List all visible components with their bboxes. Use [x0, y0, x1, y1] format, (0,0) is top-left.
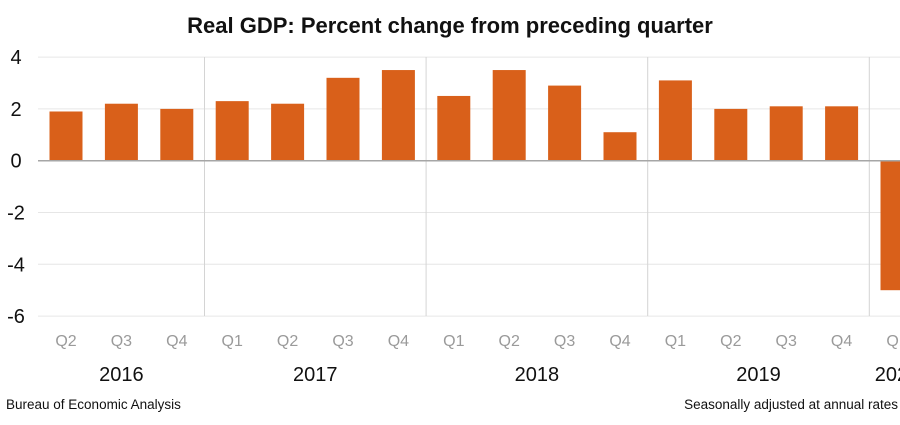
bar	[603, 132, 637, 161]
bar	[492, 70, 526, 161]
y-tick-label: -2	[7, 203, 25, 225]
quarter-label: Q3	[554, 333, 575, 350]
y-tick-label: 0	[10, 151, 21, 173]
quarter-label: Q1	[443, 333, 464, 350]
bar	[160, 108, 194, 161]
quarter-label: Q4	[388, 333, 409, 350]
bar	[271, 103, 305, 161]
quarter-label: Q1	[222, 333, 243, 350]
bar	[548, 85, 582, 161]
year-label: 2020	[875, 364, 900, 386]
quarter-label: Q3	[332, 333, 353, 350]
bar	[825, 106, 859, 161]
bar	[215, 101, 249, 161]
quarter-label: Q1	[665, 333, 686, 350]
quarter-label: Q2	[499, 333, 520, 350]
bar	[326, 77, 360, 161]
year-label: 2018	[515, 364, 560, 386]
quarter-label: Q4	[609, 333, 630, 350]
quarter-label: Q2	[55, 333, 76, 350]
y-tick-label: -4	[7, 254, 25, 276]
bar	[437, 95, 471, 161]
quarter-label: Q3	[776, 333, 797, 350]
bar	[658, 80, 692, 161]
y-tick-label: 4	[10, 47, 21, 69]
bar	[714, 108, 748, 161]
bar	[880, 160, 900, 291]
y-tick-label: -6	[7, 306, 25, 328]
chart-title: Real GDP: Percent change from preceding …	[187, 13, 713, 38]
quarter-label: Q1	[886, 333, 900, 350]
year-label: 2019	[736, 364, 781, 386]
quarter-label: Q4	[831, 333, 852, 350]
quarter-label: Q3	[111, 333, 132, 350]
bar	[104, 103, 138, 161]
quarter-label: Q4	[166, 333, 187, 350]
bar	[381, 70, 415, 161]
year-label: 2017	[293, 364, 338, 386]
quarter-label: Q2	[720, 333, 741, 350]
bar	[49, 111, 83, 161]
bar	[769, 106, 803, 161]
year-label: 2016	[99, 364, 144, 386]
quarter-label: Q2	[277, 333, 298, 350]
y-tick-label: 2	[10, 99, 21, 121]
source-note: Bureau of Economic Analysis	[6, 397, 181, 412]
seasonal-note: Seasonally adjusted at annual rates	[684, 397, 898, 412]
